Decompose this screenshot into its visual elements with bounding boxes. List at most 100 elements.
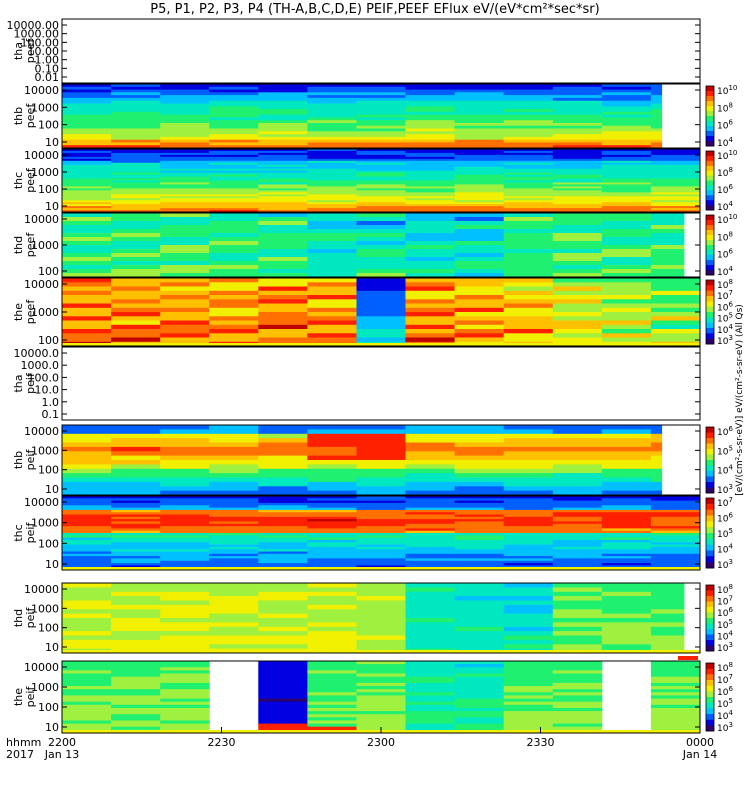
heatmap-cell [650, 225, 685, 230]
heatmap-cell [111, 168, 161, 172]
heatmap-cell [111, 97, 161, 102]
panel-frame [61, 495, 701, 571]
heatmap-cell [552, 486, 603, 492]
heatmap-cell [503, 523, 554, 527]
heatmap-cell [552, 686, 603, 690]
colorbar-frame [705, 85, 715, 147]
heatmap-cell [209, 134, 259, 138]
heatmap-cell [552, 333, 603, 338]
colorbar-frame [705, 279, 715, 345]
heatmap-cell [454, 320, 505, 326]
heatmap-cell [503, 490, 554, 496]
heatmap-cell [454, 225, 505, 230]
colorbar-segment [706, 550, 714, 554]
heatmap-cell [160, 152, 210, 156]
heatmap-cell [307, 544, 357, 548]
heatmap-cell [62, 676, 112, 681]
heatmap-cell [160, 290, 210, 296]
heatmap-cell [160, 682, 210, 687]
heatmap-cell [356, 89, 406, 93]
heatmap-cell [160, 438, 210, 443]
colorbar-segment [706, 103, 714, 107]
heatmap-cell [356, 123, 406, 127]
heatmap-cell [62, 245, 112, 250]
colorbar-segment [706, 503, 714, 508]
colorbar-exponent: 8 [728, 583, 732, 591]
colorbar-segment [706, 562, 714, 566]
colorbar-segment [706, 598, 714, 602]
heatmap-cell [62, 698, 112, 703]
colorbar-tick-label: 1010 [717, 213, 737, 226]
heatmap-cell [62, 160, 112, 164]
heatmap-cell [503, 100, 554, 104]
heatmap-cell [650, 604, 685, 610]
heatmap-cell [601, 455, 652, 461]
colorbar-segment [706, 280, 714, 284]
heatmap-cell [601, 544, 652, 548]
heatmap-cell [454, 631, 505, 636]
heatmap-cell [601, 558, 652, 562]
heatmap-cell [62, 500, 112, 504]
heatmap-cell [650, 324, 701, 330]
heatmap-cell [405, 701, 455, 706]
heatmap-cell [356, 533, 406, 536]
colorbar-exponent: 6 [728, 512, 733, 520]
heatmap-cell [209, 106, 259, 110]
heatmap-cell [650, 549, 701, 552]
heatmap-cell [111, 170, 161, 174]
heatmap-cell [552, 635, 603, 641]
heatmap-cell [62, 125, 112, 129]
heatmap-cell [307, 711, 357, 715]
heatmap-cell [503, 500, 554, 504]
heatmap-cell [454, 667, 505, 671]
heatmap-cell [111, 217, 161, 222]
heatmap-cell [454, 316, 505, 321]
heatmap-cell [650, 162, 701, 166]
y-tick-label: 100 [38, 119, 59, 132]
heatmap-cell [209, 537, 259, 541]
y-tick-label: 1000 [31, 444, 59, 457]
heatmap-cell [503, 720, 554, 724]
y-tick-label: 10000 [24, 425, 59, 438]
colorbar-exponent: 7 [728, 289, 732, 297]
heatmap-cell [650, 477, 663, 483]
heatmap-cell [258, 312, 308, 317]
heatmap-cell [258, 329, 308, 334]
heatmap-cell [111, 468, 161, 474]
heatmap-cell [454, 720, 505, 724]
colorbar-tick-label: 108 [717, 166, 733, 179]
heatmap-cell [552, 596, 603, 601]
heatmap-cell [258, 528, 308, 532]
heatmap-cell [552, 498, 603, 501]
heatmap-cell [62, 307, 112, 313]
heatmap-cell [307, 329, 357, 334]
heatmap-cell [307, 204, 357, 207]
heatmap-cell [650, 84, 663, 88]
heatmap-cell [160, 473, 210, 478]
heatmap-cell [209, 553, 259, 557]
heatmap-cell [62, 509, 112, 513]
heatmap-cell [160, 528, 210, 532]
heatmap-cell [503, 213, 554, 218]
heatmap-cell [307, 514, 357, 518]
heatmap-cell [160, 714, 210, 718]
heatmap-cell [405, 168, 455, 172]
heatmap-cell [405, 180, 455, 183]
heatmap-cell [356, 249, 406, 254]
heatmap-cell [356, 286, 406, 292]
heatmap-cell [601, 425, 652, 430]
heatmap-cell [552, 519, 603, 522]
heatmap-cell [111, 145, 161, 149]
colorbar-units-label: [eV/(cm²-s-sr-eV)] eV/(cm²-s-sr-eV) (All… [735, 304, 745, 496]
heatmap-cell [111, 618, 161, 623]
heatmap-cell [209, 498, 259, 501]
heatmap-cell [650, 490, 663, 496]
heatmap-cell [601, 97, 652, 102]
heatmap-cell [258, 210, 308, 213]
heatmap-cell [552, 723, 603, 728]
y-axis-label: peef [24, 232, 37, 258]
colorbar-segment [706, 553, 714, 557]
heatmap-cell [160, 253, 210, 258]
colorbar-segment [706, 476, 714, 480]
